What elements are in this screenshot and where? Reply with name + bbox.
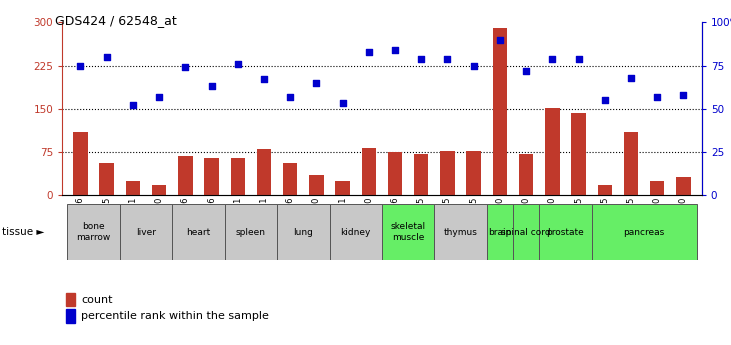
Bar — [414, 154, 428, 195]
FancyBboxPatch shape — [277, 204, 330, 260]
Bar — [388, 152, 402, 195]
Point — [363, 49, 375, 55]
Bar — [650, 180, 664, 195]
FancyBboxPatch shape — [513, 204, 539, 260]
Text: pancreas: pancreas — [624, 227, 664, 237]
Point — [494, 37, 506, 42]
Bar — [466, 151, 481, 195]
FancyBboxPatch shape — [330, 204, 382, 260]
FancyBboxPatch shape — [487, 204, 513, 260]
Point — [154, 94, 165, 99]
Bar — [597, 185, 612, 195]
Bar — [493, 28, 507, 195]
Point — [205, 83, 217, 89]
FancyBboxPatch shape — [224, 204, 277, 260]
Bar — [676, 177, 691, 195]
Point — [284, 94, 296, 99]
Text: percentile rank within the sample: percentile rank within the sample — [81, 311, 269, 321]
Point — [625, 75, 637, 80]
Bar — [624, 132, 638, 195]
Bar — [73, 132, 88, 195]
Point — [572, 56, 584, 61]
Point — [468, 63, 480, 68]
FancyBboxPatch shape — [120, 204, 173, 260]
Bar — [205, 158, 219, 195]
Text: GDS424 / 62548_at: GDS424 / 62548_at — [55, 14, 177, 27]
Point — [180, 65, 192, 70]
Point — [651, 94, 663, 99]
Point — [678, 92, 689, 98]
Point — [232, 61, 243, 67]
FancyBboxPatch shape — [173, 204, 224, 260]
Bar — [152, 185, 167, 195]
FancyBboxPatch shape — [382, 204, 434, 260]
Bar — [257, 149, 271, 195]
Text: spleen: spleen — [236, 227, 266, 237]
Point — [75, 63, 86, 68]
Bar — [545, 108, 559, 195]
Bar — [362, 148, 376, 195]
Point — [101, 54, 113, 60]
Bar — [519, 154, 534, 195]
Bar — [440, 151, 455, 195]
Point — [599, 97, 610, 103]
Text: prostate: prostate — [547, 227, 584, 237]
Point — [311, 80, 322, 86]
Text: count: count — [81, 295, 113, 305]
Bar — [336, 180, 350, 195]
Text: skeletal
muscle: skeletal muscle — [390, 222, 425, 242]
Bar — [99, 163, 114, 195]
Text: brain: brain — [488, 227, 512, 237]
Text: thymus: thymus — [444, 227, 477, 237]
Bar — [126, 180, 140, 195]
Bar — [283, 163, 298, 195]
Text: kidney: kidney — [341, 227, 371, 237]
Point — [520, 68, 532, 73]
FancyBboxPatch shape — [67, 204, 120, 260]
Point — [258, 77, 270, 82]
FancyBboxPatch shape — [434, 204, 487, 260]
Point — [337, 101, 349, 106]
FancyBboxPatch shape — [539, 204, 591, 260]
Text: bone
marrow: bone marrow — [77, 222, 110, 242]
Point — [442, 56, 453, 61]
Text: heart: heart — [186, 227, 211, 237]
Point — [547, 56, 558, 61]
Text: lung: lung — [293, 227, 314, 237]
Bar — [230, 158, 245, 195]
FancyBboxPatch shape — [591, 204, 697, 260]
Bar — [178, 156, 192, 195]
Point — [389, 47, 401, 53]
Bar — [572, 113, 586, 195]
Text: tissue ►: tissue ► — [2, 227, 45, 237]
Point — [127, 102, 139, 108]
Bar — [309, 175, 324, 195]
Text: liver: liver — [136, 227, 156, 237]
Point — [415, 56, 427, 61]
Text: spinal cord: spinal cord — [501, 227, 551, 237]
